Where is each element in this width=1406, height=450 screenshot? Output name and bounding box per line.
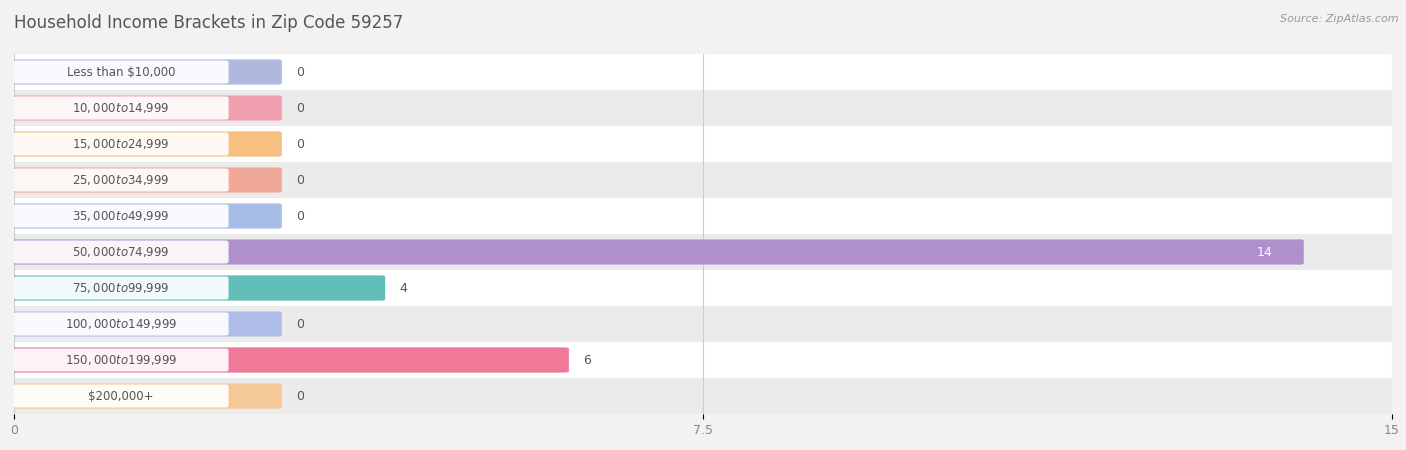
Text: 14: 14 [1257,246,1272,258]
Text: Source: ZipAtlas.com: Source: ZipAtlas.com [1281,14,1399,23]
FancyBboxPatch shape [13,168,229,192]
Bar [0,378,1406,414]
FancyBboxPatch shape [10,59,281,85]
Bar [0,54,1406,90]
Text: 0: 0 [297,66,305,78]
Bar [0,198,1406,234]
FancyBboxPatch shape [10,95,281,121]
Text: $50,000 to $74,999: $50,000 to $74,999 [72,245,170,259]
Text: 0: 0 [297,174,305,186]
Bar [0,162,1406,198]
Bar [0,126,1406,162]
FancyBboxPatch shape [13,132,229,156]
Text: $35,000 to $49,999: $35,000 to $49,999 [72,209,170,223]
FancyBboxPatch shape [10,239,1303,265]
Text: $15,000 to $24,999: $15,000 to $24,999 [72,137,170,151]
Text: Household Income Brackets in Zip Code 59257: Household Income Brackets in Zip Code 59… [14,14,404,32]
Text: 0: 0 [297,102,305,114]
Text: 0: 0 [297,390,305,402]
FancyBboxPatch shape [13,204,229,228]
Bar [0,342,1406,378]
Text: $75,000 to $99,999: $75,000 to $99,999 [72,281,170,295]
FancyBboxPatch shape [13,96,229,120]
Text: 6: 6 [583,354,592,366]
Text: 0: 0 [297,138,305,150]
FancyBboxPatch shape [13,276,229,300]
FancyBboxPatch shape [13,312,229,336]
FancyBboxPatch shape [13,240,229,264]
Text: Less than $10,000: Less than $10,000 [66,66,176,78]
FancyBboxPatch shape [10,167,281,193]
Text: 4: 4 [399,282,408,294]
FancyBboxPatch shape [13,384,229,408]
FancyBboxPatch shape [13,348,229,372]
FancyBboxPatch shape [13,60,229,84]
Text: $25,000 to $34,999: $25,000 to $34,999 [72,173,170,187]
Bar [0,306,1406,342]
Text: $10,000 to $14,999: $10,000 to $14,999 [72,101,170,115]
Text: 0: 0 [297,210,305,222]
Bar [0,270,1406,306]
FancyBboxPatch shape [10,311,281,337]
Bar [0,234,1406,270]
Text: $100,000 to $149,999: $100,000 to $149,999 [65,317,177,331]
Text: 0: 0 [297,318,305,330]
FancyBboxPatch shape [10,131,281,157]
FancyBboxPatch shape [10,383,281,409]
FancyBboxPatch shape [10,275,385,301]
FancyBboxPatch shape [10,347,569,373]
Bar [0,90,1406,126]
Text: $150,000 to $199,999: $150,000 to $199,999 [65,353,177,367]
FancyBboxPatch shape [10,203,281,229]
Text: $200,000+: $200,000+ [89,390,153,402]
